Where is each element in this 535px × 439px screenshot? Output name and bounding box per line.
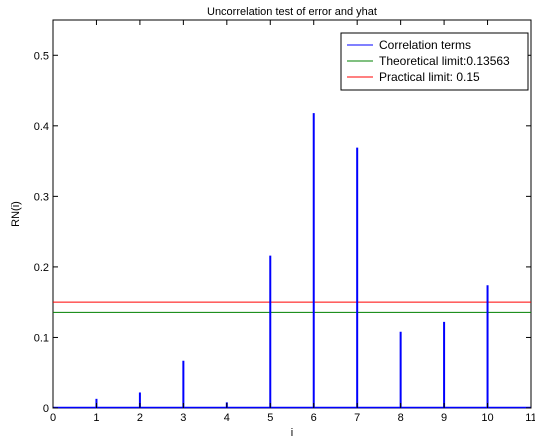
y-axis: 0 0.1 0.2 0.3 0.4 0.5 (34, 50, 531, 415)
y-tick-label: 0.3 (34, 191, 49, 203)
y-tick-label: 0.5 (34, 50, 49, 62)
x-tick-label: 4 (224, 412, 230, 424)
x-tick-label: 9 (441, 412, 447, 424)
y-axis-label: RN(i) (10, 201, 22, 227)
reference-lines (53, 301, 531, 313)
x-tick-label: 10 (481, 412, 493, 424)
x-tick-label: 6 (311, 412, 317, 424)
x-tick-label: 1 (93, 412, 99, 424)
x-tick-label: 7 (354, 412, 360, 424)
x-tick-label: 2 (137, 412, 143, 424)
x-tick-label: 5 (267, 412, 273, 424)
y-tick-label: 0.1 (34, 332, 49, 344)
correlation-bars (53, 113, 531, 409)
x-tick-label: 8 (398, 412, 404, 424)
legend-entry: Correlation terms (379, 38, 471, 52)
x-tick-label: 3 (180, 412, 186, 424)
x-axis-label: i (291, 427, 293, 439)
chart-title: Uncorrelation test of error and yhat (207, 6, 377, 18)
x-axis: 0 1 2 3 4 5 6 7 8 9 10 11 (50, 20, 535, 424)
y-tick-label: 0.2 (34, 262, 49, 274)
legend: Correlation terms Theoretical limit:0.135… (340, 32, 529, 91)
legend-entry: Practical limit: 0.15 (379, 70, 480, 84)
x-tick-label: 11 (525, 412, 535, 424)
legend-entry: Theoretical limit:0.13563 (379, 54, 510, 68)
y-tick-label: 0 (43, 403, 49, 415)
x-tick-label: 0 (50, 412, 56, 424)
y-tick-label: 0.4 (34, 121, 49, 133)
